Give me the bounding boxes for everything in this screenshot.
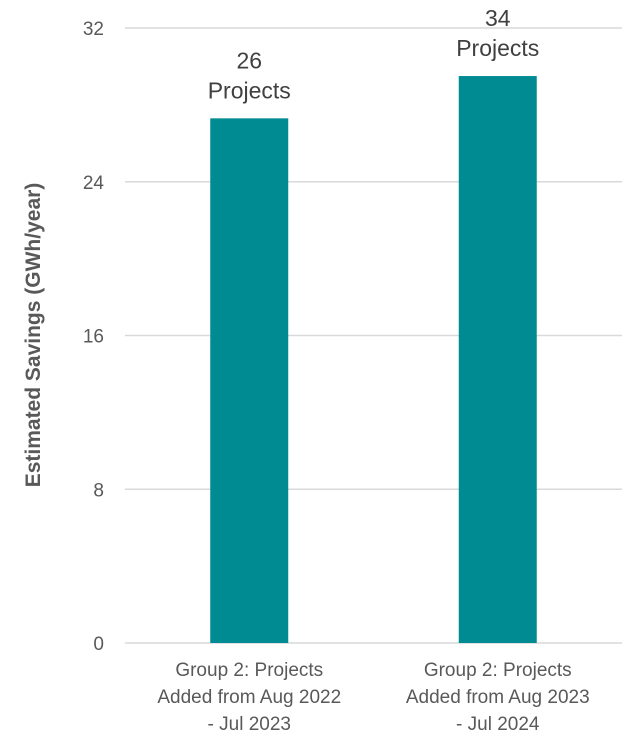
data-label: 26 Projects — [208, 47, 291, 103]
y-axis-ticks: 0 8 16 24 32 — [83, 19, 105, 655]
data-labels: 26 Projects 34 Projects — [208, 5, 540, 103]
gridlines — [125, 27, 622, 644]
y-tick-label: 32 — [83, 19, 104, 40]
x-tick-label: Group 2: Projects Added from Aug 2023 - Ju… — [406, 660, 590, 735]
bar — [210, 118, 289, 643]
data-label: 34 Projects — [456, 5, 539, 61]
y-axis-title: Estimated Savings (GWh/year) — [22, 183, 45, 488]
y-tick-label: 16 — [83, 327, 104, 348]
y-tick-label: 24 — [83, 173, 105, 194]
x-tick-label-line: Added from Aug 2022 — [157, 687, 341, 708]
data-label-line: 34 — [485, 5, 511, 31]
x-tick-label-line: Added from Aug 2023 — [406, 687, 590, 708]
y-tick-label: 0 — [93, 634, 104, 655]
data-label-line: 26 — [236, 47, 262, 73]
x-tick-label-line: Group 2: Projects — [424, 660, 572, 681]
x-tick-label-line: Group 2: Projects — [175, 660, 323, 681]
bars — [210, 76, 537, 643]
bar — [458, 76, 537, 643]
data-label-line: Projects — [456, 35, 539, 61]
x-tick-label-line: - Jul 2023 — [208, 714, 291, 735]
x-tick-label: Group 2: Projects Added from Aug 2022 - Ju… — [157, 660, 341, 735]
x-axis-ticks: Group 2: Projects Added from Aug 2022 - Ju… — [157, 660, 589, 735]
y-tick-label: 8 — [93, 480, 104, 501]
data-label-line: Projects — [208, 77, 291, 103]
x-tick-label-line: - Jul 2024 — [456, 714, 540, 735]
